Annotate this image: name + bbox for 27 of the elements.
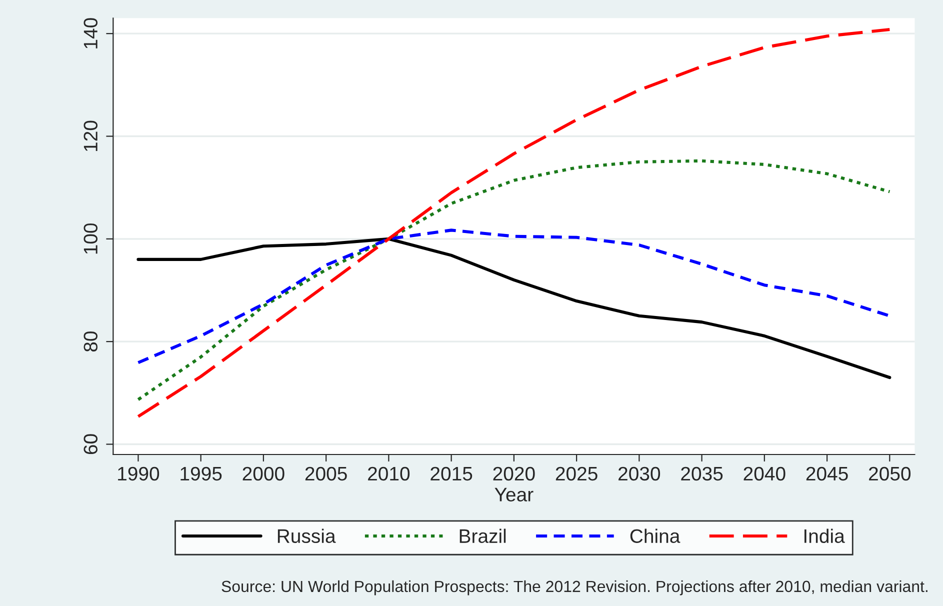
line-series	[136, 237, 892, 380]
source-note: Source: UN World Population Prospects: The 2012 Revision. Projections after 2010, median variant.	[222, 580, 928, 596]
line-series	[136, 28, 892, 418]
x-tick-label: 2045	[806, 466, 848, 481]
y-tick-label: 140	[84, 18, 98, 48]
y-tick-label: 100	[84, 223, 98, 254]
y-tick-label: 80	[84, 332, 98, 352]
legend-label: Brazil	[460, 528, 506, 544]
legend-label: India	[804, 528, 845, 544]
x-tick-label: 1995	[180, 466, 222, 481]
y-tick-label: 60	[84, 434, 98, 454]
x-tick-label: 2030	[618, 466, 660, 481]
x-tick-label: 1990	[118, 466, 160, 481]
x-tick-label: 2005	[305, 466, 347, 481]
x-tick-label: 2015	[430, 466, 472, 481]
x-tick-label: 2050	[869, 466, 911, 481]
x-tick-label: 2000	[242, 466, 284, 481]
legend-label: Russia	[278, 528, 336, 544]
line-series	[136, 159, 892, 402]
x-tick-label: 2020	[493, 466, 535, 481]
x-tick-label: 2040	[744, 466, 786, 481]
x-axis-title: Year	[494, 488, 534, 502]
y-tick-label: 120	[84, 120, 98, 151]
legend-label: China	[630, 528, 680, 544]
x-tick-label: 2035	[681, 466, 723, 481]
x-tick-label: 2010	[368, 466, 410, 481]
x-tick-label: 2025	[556, 466, 598, 481]
